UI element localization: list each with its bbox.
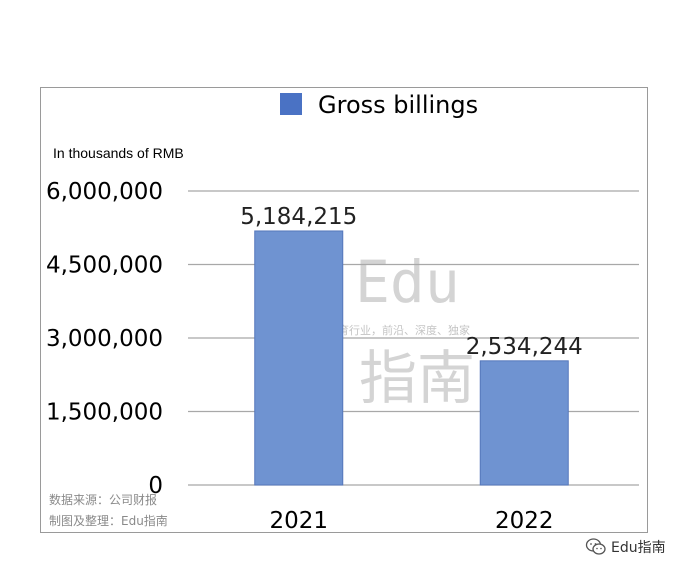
y-tick-label: 6,000,000	[46, 179, 163, 205]
data-label-2021: 5,184,215	[240, 204, 357, 230]
x-tick-labels: 2021 2022	[269, 508, 553, 534]
brand-badge: Edu指南	[585, 534, 695, 560]
legend-swatch	[280, 93, 302, 115]
source-line-2: 制图及整理：Edu指南	[49, 513, 168, 528]
bar-2021	[254, 230, 344, 486]
bar-chart: Edu 教育行业，前沿、深度、独家 指南 0 1,500,000 3,000,000…	[46, 91, 639, 534]
legend-label: Gross billings	[318, 91, 478, 119]
chart-frame: Edu 教育行业，前沿、深度、独家 指南 0 1,500,000 3,000,000…	[40, 87, 648, 534]
watermark: Edu 教育行业，前沿、深度、独家 指南	[327, 248, 475, 412]
y-tick-label: 1,500,000	[46, 400, 163, 426]
data-labels: 5,184,215 2,534,244	[240, 204, 583, 360]
data-label-2022: 2,534,244	[466, 334, 583, 360]
y-tick-label: 4,500,000	[46, 253, 163, 279]
watermark-tagline: 教育行业，前沿、深度、独家	[327, 323, 470, 337]
wechat-icon	[585, 538, 606, 555]
watermark-text-zhinan: 指南	[359, 344, 475, 412]
x-tick-label-2022: 2022	[495, 508, 554, 534]
bar-2022	[479, 360, 569, 486]
y-tick-labels: 0 1,500,000 3,000,000 4,500,000 6,000,000	[46, 179, 163, 499]
brand-label: Edu指南	[611, 540, 666, 556]
y-unit-label: In thousands of RMB	[53, 145, 184, 161]
y-tick-label: 0	[148, 473, 163, 499]
bars	[254, 230, 569, 486]
watermark-text-edu: Edu	[355, 248, 460, 316]
source-line-1: 数据来源：公司财报	[49, 492, 157, 507]
y-tick-label: 3,000,000	[46, 326, 163, 352]
x-tick-label-2021: 2021	[269, 508, 328, 534]
